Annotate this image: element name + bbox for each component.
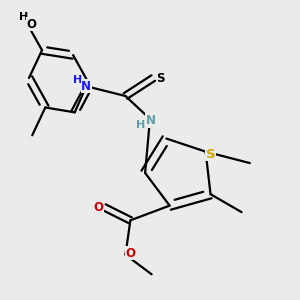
Text: S: S [206, 148, 215, 161]
Text: N: N [81, 80, 91, 93]
Text: O: O [125, 247, 135, 260]
Text: H: H [20, 12, 29, 22]
Text: H: H [136, 120, 146, 130]
Text: O: O [26, 17, 36, 31]
Text: H: H [74, 75, 82, 85]
Text: N: N [146, 114, 156, 127]
Text: S: S [156, 71, 165, 85]
Text: O: O [93, 201, 103, 214]
